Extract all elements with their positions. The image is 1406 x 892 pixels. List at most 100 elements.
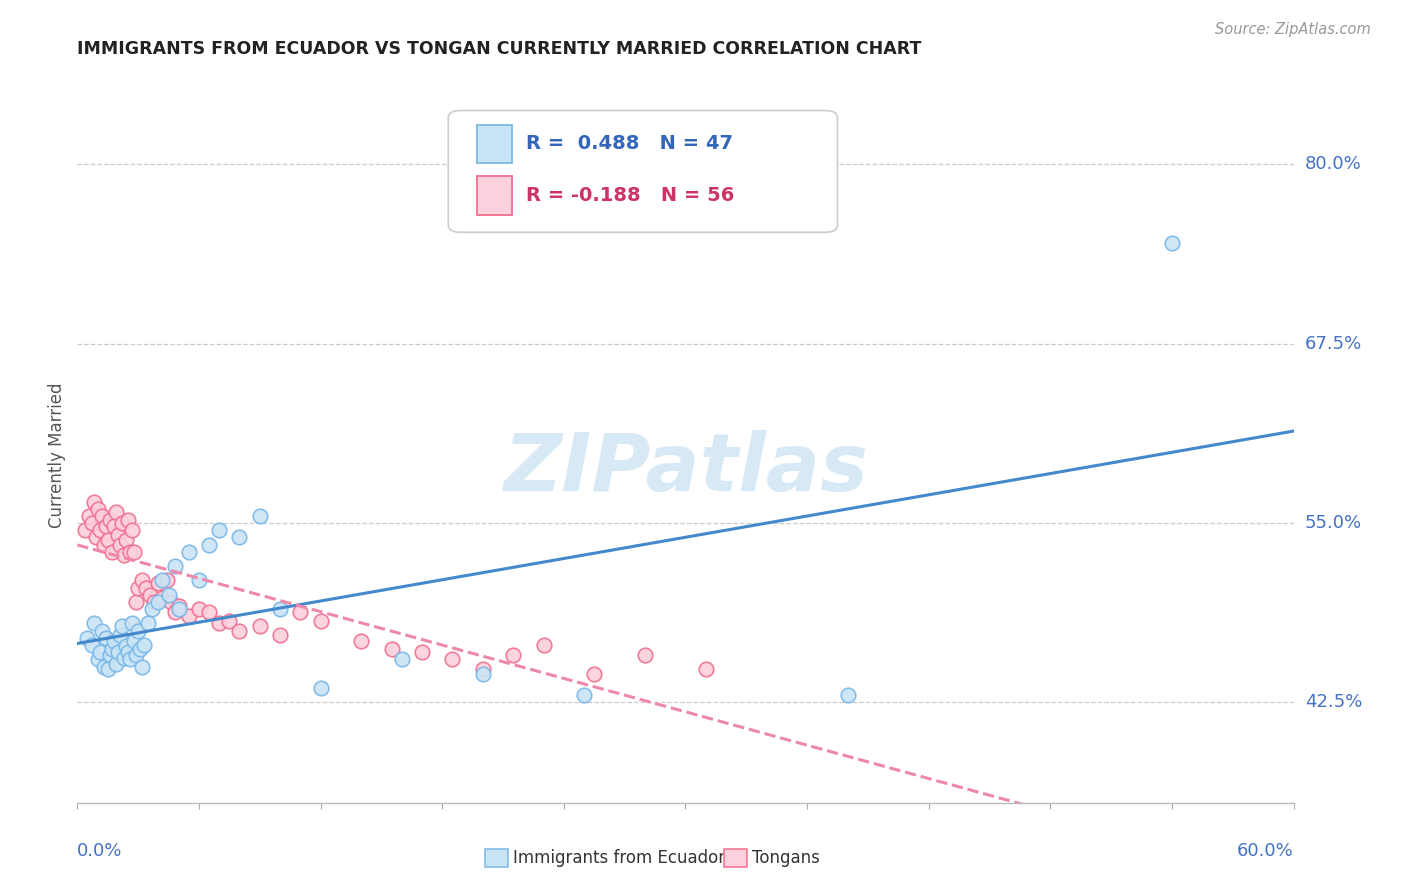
Point [177,609,200,624]
Point [80,638,103,652]
Point [98,513,121,527]
Point [131,659,153,673]
Point [198,605,221,619]
Text: ZIPatlas: ZIPatlas [503,430,868,508]
Point [208,616,231,631]
Point [441,652,464,666]
Text: 60.0%: 60.0% [1237,842,1294,860]
Text: 0.0%: 0.0% [77,842,122,860]
Point [108,538,131,552]
Point [188,574,211,588]
Text: 42.5%: 42.5% [1305,693,1362,712]
Point [572,688,595,702]
Point [502,648,524,662]
Text: Source: ZipAtlas.com: Source: ZipAtlas.com [1215,22,1371,37]
Point [177,545,200,559]
Point [80,516,103,530]
Point [76,631,98,645]
Point [309,681,332,695]
Point [152,591,174,605]
Point [148,595,170,609]
Point [208,523,231,537]
Point [121,616,143,631]
Point [228,624,250,638]
Point [634,648,657,662]
Point [117,645,139,659]
Point [97,662,120,676]
Point [167,602,190,616]
Point [131,574,153,588]
Point [111,619,134,633]
Point [127,624,149,638]
Point [112,548,135,562]
Point [98,648,121,662]
Point [86,652,108,666]
Point [163,559,186,574]
Point [90,624,112,638]
Point [101,642,124,657]
Text: Immigrants from Ecuador: Immigrants from Ecuador [513,849,725,867]
Point [122,545,145,559]
Point [269,602,291,616]
Point [125,595,148,609]
Point [135,581,157,595]
Point [101,545,124,559]
Point [155,574,177,588]
Point [86,501,108,516]
Text: R = -0.188   N = 56: R = -0.188 N = 56 [526,186,734,205]
Point [115,533,138,548]
Point [84,530,107,544]
Point [350,633,373,648]
Point [104,505,127,519]
Bar [478,125,512,162]
Point [122,633,145,648]
Point [471,662,494,676]
Point [125,648,148,662]
Point [93,659,115,673]
Point [111,516,134,530]
Point [533,638,555,652]
Text: R =  0.488   N = 47: R = 0.488 N = 47 [526,134,733,153]
Point [167,599,190,614]
Point [136,616,159,631]
Point [103,519,125,533]
Text: Tongans: Tongans [752,849,820,867]
Point [188,602,211,616]
Point [107,645,129,659]
Point [471,666,494,681]
Point [148,576,170,591]
Text: 67.5%: 67.5% [1305,334,1362,352]
Point [97,533,120,548]
Point [309,614,332,628]
Point [117,513,139,527]
Point [411,645,433,659]
Point [108,628,131,642]
Point [129,642,152,657]
Point [159,595,181,609]
Y-axis label: Currently Married: Currently Married [48,382,66,528]
Point [112,651,135,665]
Point [90,508,112,523]
Point [218,614,240,628]
Point [83,616,105,631]
FancyBboxPatch shape [449,111,838,232]
Point [837,688,859,702]
Point [228,530,250,544]
Point [157,588,180,602]
Point [83,494,105,508]
Point [121,523,143,537]
Point [198,538,221,552]
Point [118,652,141,666]
Point [583,666,606,681]
Point [75,523,97,537]
Text: 55.0%: 55.0% [1305,514,1362,532]
Point [127,581,149,595]
Point [152,574,174,588]
Point [391,652,413,666]
Point [104,657,127,671]
Point [103,633,125,648]
Point [93,538,115,552]
Point [134,638,156,652]
Point [249,508,271,523]
Point [89,523,111,537]
